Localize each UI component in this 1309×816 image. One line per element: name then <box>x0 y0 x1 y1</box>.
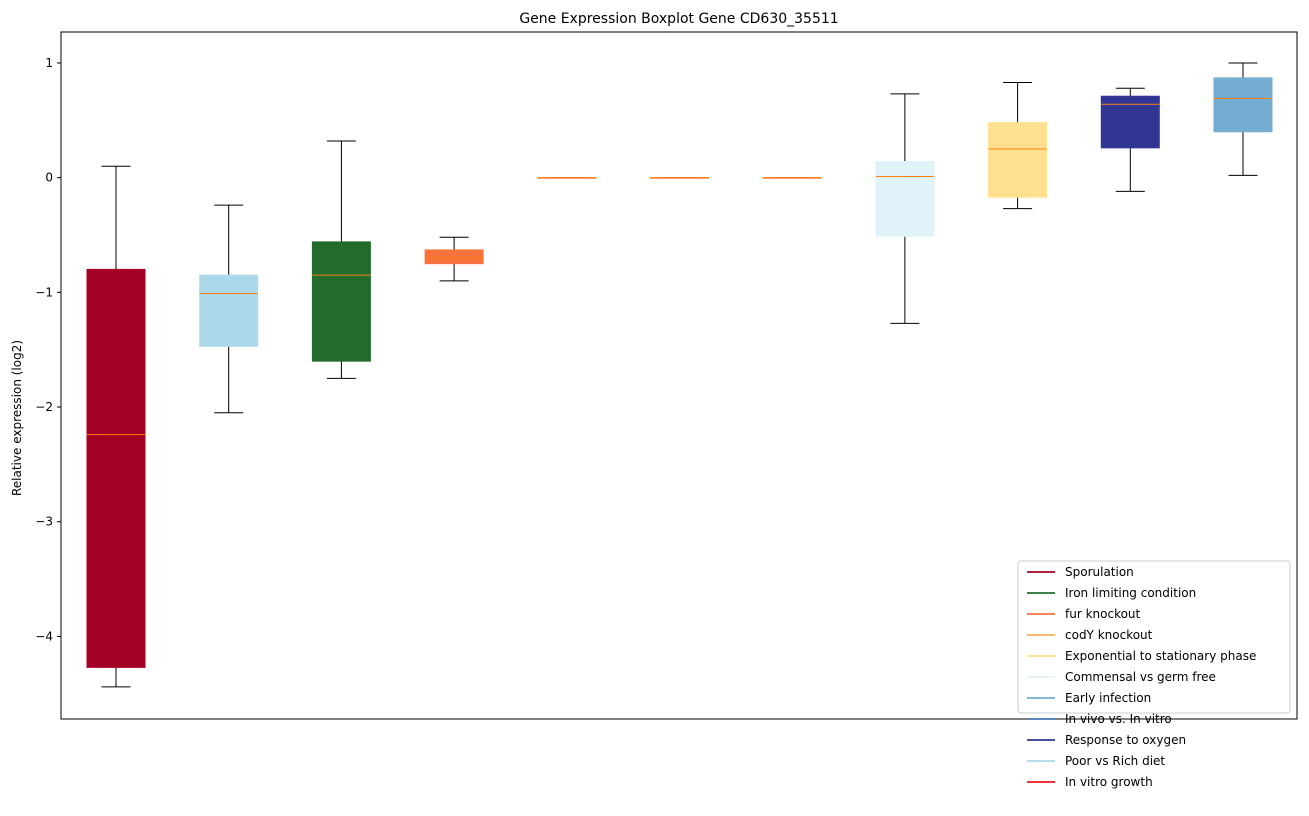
y-tick-label: −1 <box>35 285 53 299</box>
legend-entry: Early infection <box>1027 691 1151 705</box>
box-body <box>86 268 146 668</box>
box-group <box>988 81 1048 210</box>
legend-label: Poor vs Rich diet <box>1065 754 1165 768</box>
y-tick-label: 1 <box>45 56 53 70</box>
legend-entry: Response to oxygen <box>1027 733 1186 747</box>
y-tick-label: 0 <box>45 171 53 185</box>
legend-entry: codY knockout <box>1027 628 1153 642</box>
legend-entry: In vivo vs. In vitro <box>1027 712 1172 726</box>
legend-label: codY knockout <box>1065 628 1153 642</box>
box-group <box>199 204 259 414</box>
box-group <box>86 165 146 688</box>
legend-frame <box>1017 560 1291 714</box>
legend-entry: Iron limiting condition <box>1027 586 1196 600</box>
box-group <box>762 177 822 179</box>
box-group <box>1213 62 1273 176</box>
box-group <box>1100 87 1160 192</box>
box-body <box>875 161 935 237</box>
legend-label: Exponential to stationary phase <box>1065 649 1256 663</box>
legend-entry: Exponential to stationary phase <box>1027 649 1256 663</box>
box-group <box>424 236 484 282</box>
legend-label: Sporulation <box>1065 565 1134 579</box>
legend-label: Response to oxygen <box>1065 733 1186 747</box>
box-group <box>537 177 597 179</box>
plot-frame <box>60 31 1298 720</box>
y-axis-label: Relative expression (log2) <box>10 340 24 496</box>
legend-label: In vivo vs. In vitro <box>1065 712 1172 726</box>
box-group <box>875 93 935 324</box>
box-group <box>311 140 371 379</box>
plot-area <box>86 62 1273 688</box>
box-body <box>1213 77 1273 133</box>
legend-entry: Commensal vs germ free <box>1027 670 1216 684</box>
y-tick-label: −2 <box>35 400 53 414</box>
legend-label: In vitro growth <box>1065 775 1153 789</box>
box-body <box>1100 95 1160 149</box>
y-tick-label: −4 <box>35 629 53 643</box>
box-body <box>424 249 484 265</box>
legend-entry: In vitro growth <box>1027 775 1153 789</box>
legend-label: fur knockout <box>1065 607 1141 621</box>
box-group <box>650 177 709 179</box>
y-axis-ticks: 1 0 −1 −2 −3 −4 <box>35 56 61 643</box>
y-tick-label: −3 <box>35 515 53 529</box>
legend-entry: fur knockout <box>1027 607 1141 621</box>
box-body <box>988 122 1048 198</box>
legend-label: Commensal vs germ free <box>1065 670 1216 684</box>
chart-title: Gene Expression Boxplot Gene CD630_35511 <box>519 11 838 27</box>
legend-entry: Sporulation <box>1027 565 1134 579</box>
legend: Sporulation Iron limiting condition fur kn… <box>1017 560 1291 789</box>
box-body <box>311 241 371 362</box>
box-body <box>199 274 259 347</box>
legend-entry: Poor vs Rich diet <box>1027 754 1165 768</box>
legend-label: Early infection <box>1065 691 1151 705</box>
legend-label: Iron limiting condition <box>1065 586 1196 600</box>
